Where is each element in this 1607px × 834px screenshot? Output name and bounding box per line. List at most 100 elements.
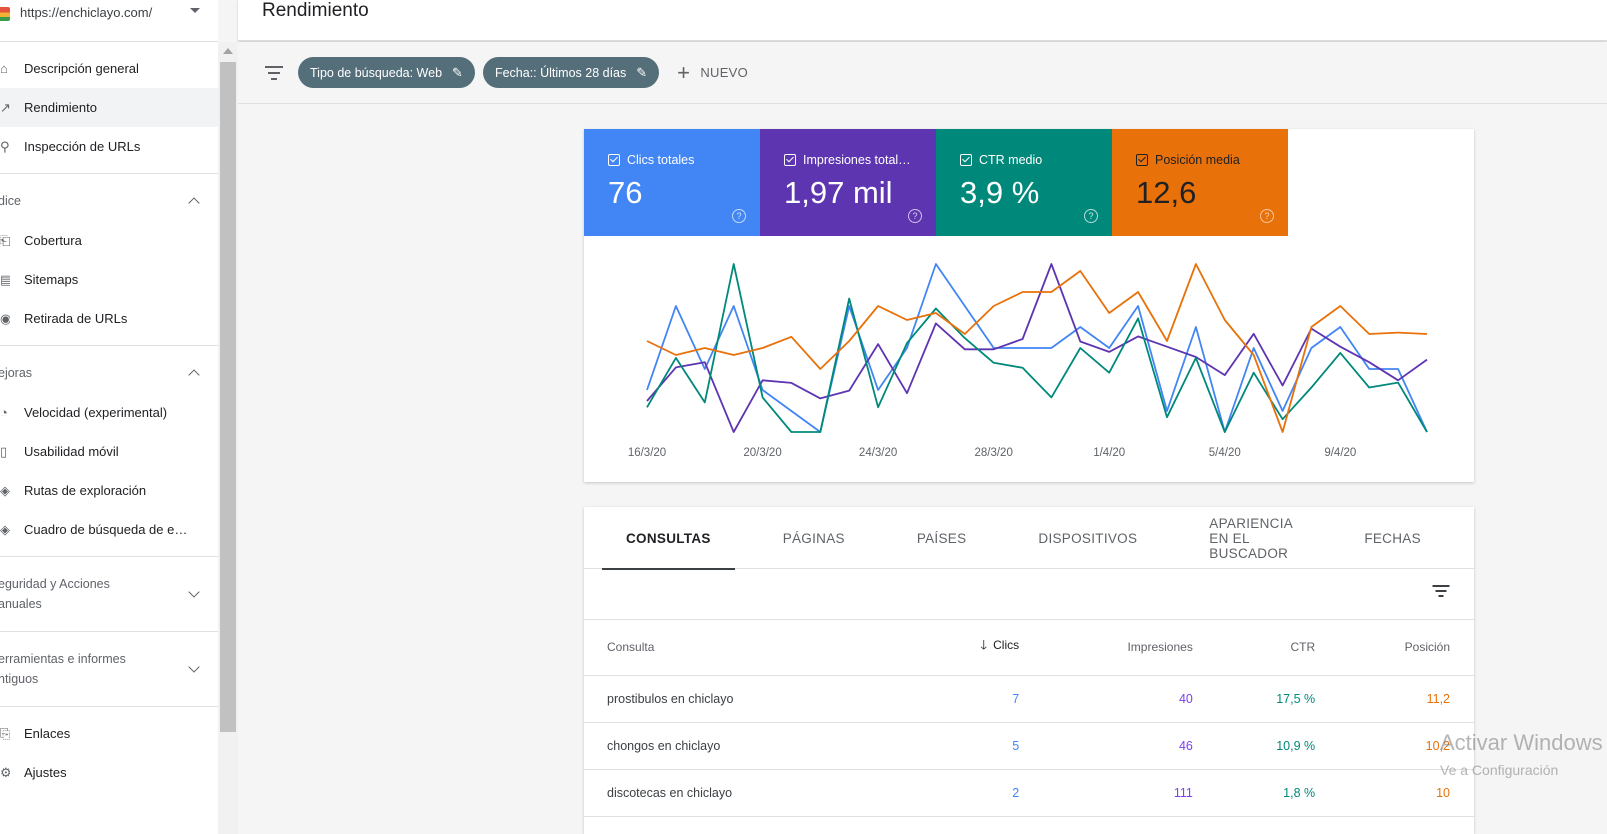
tab-paises[interactable]: PAÍSES [916,530,967,546]
top-header: Rendimiento [238,0,1607,41]
filter-icon[interactable] [264,65,284,80]
new-filter-button[interactable]: + NUEVO [677,61,748,83]
sidebar-item-label: Sitemaps [24,272,79,287]
metric-tile-ctr[interactable]: CTR medio 3,9 % ? [936,129,1112,236]
metric-tile-impressions[interactable]: Impresiones total… 1,97 mil ? [760,129,936,236]
tab-apariencia-buscador[interactable]: APARIENCIA EN EL BUSCADOR [1209,515,1293,561]
chevron-up-icon [188,369,200,381]
section-indice-toggle[interactable]: dice [0,181,218,221]
x-tick-label: 16/3/20 [628,447,666,459]
metric-label: Impresiones total… [784,153,911,167]
table-filter-icon[interactable] [1432,585,1450,599]
cell-position: 10 [1339,769,1474,817]
sidebar-item-label: Cobertura [24,233,82,248]
series-line-2[interactable] [646,263,1428,433]
x-tick-label: 1/4/20 [1093,447,1125,459]
checkbox-checked-icon[interactable] [1136,154,1148,166]
chip-label: Tipo de búsqueda: Web [310,65,443,80]
tab-dispositivos[interactable]: DISPOSITIVOS [1038,530,1138,546]
metric-label: Posición media [1136,153,1240,167]
sidebar-item-usabilidad-movil[interactable]: ▯ Usabilidad móvil [0,432,218,471]
tab-consultas[interactable]: CONSULTAS [602,507,735,570]
metric-label-text: CTR medio [979,153,1043,167]
caret-down-icon[interactable] [190,8,200,13]
metric-label: CTR medio [960,153,1042,167]
table-row[interactable]: chongos en chiclayo 5 46 10,9 % 10,2 [584,722,1474,770]
table-row[interactable]: prostibulos en chiclayo 7 40 17,5 % 11,2 [584,675,1474,723]
section-seguridad-toggle[interactable]: eguridad y Acciones anuales [0,564,218,624]
sidebar-item-retirada-urls[interactable]: ◉ Retirada de URLs [0,299,218,338]
cell-ctr: 17,5 % [1216,675,1340,723]
coverage-icon: ⎗ [0,233,10,248]
eye-off-icon: ◉ [0,311,10,326]
cell-query: discotecas en chiclayo [584,769,922,817]
checkbox-checked-icon[interactable] [784,154,796,166]
help-icon[interactable]: ? [908,209,922,223]
checkbox-checked-icon[interactable] [960,154,972,166]
metric-value: 12,6 [1136,175,1197,210]
breadcrumb-icon: ◈ [0,483,10,498]
tab-paginas[interactable]: PÁGINAS [782,530,845,546]
chevron-down-icon [188,586,200,598]
nav-top: ⌂ Descripción general ↗ Rendimiento ⚲ In… [0,49,218,166]
section-label-line1: eguridad y Acciones [0,577,110,591]
table-filter-row [584,569,1474,620]
sidebar-item-sitemaps[interactable]: ▤ Sitemaps [0,260,218,299]
table-header-row: Consulta 🡓 Clics Impresiones CTR Posición [584,620,1474,676]
help-icon[interactable]: ? [1260,209,1274,223]
x-tick-label: 20/3/20 [743,447,781,459]
series-line-1[interactable] [646,263,1428,433]
column-header-impressions[interactable]: Impresiones [1043,620,1217,676]
sidebar-item-velocidad[interactable]: ◔ Velocidad (experimental) [0,393,218,432]
sidebar-item-rutas-exploracion[interactable]: ◈ Rutas de exploración [0,471,218,510]
sidebar-item-cobertura[interactable]: ⎗ Cobertura [0,221,218,260]
speed-icon: ◔ [0,405,8,420]
series-line-3[interactable] [646,263,1428,433]
edit-pencil-icon[interactable]: ✎ [452,64,463,80]
scrollbar-thumb[interactable] [220,62,236,732]
performance-line-chart[interactable]: 16/3/20 20/3/20 24/3/20 28/3/20 1/4/20 5/4/20… [584,236,1474,482]
sidebar-item-rendimiento[interactable]: ↗ Rendimiento [0,88,218,127]
column-header-query[interactable]: Consulta [584,620,922,676]
search-type-filter-chip[interactable]: Tipo de búsqueda: Web ✎ [298,57,475,88]
queries-table-card: CONSULTAS PÁGINAS PAÍSES DISPOSITIVOS AP… [584,507,1474,834]
property-selector[interactable]: https://enchiclayo.com/ [0,0,218,42]
section-mejoras-toggle[interactable]: ejoras [0,353,218,393]
sidebar-item-descripcion-general[interactable]: ⌂ Descripción general [0,49,218,88]
scroll-up-arrow-icon[interactable] [223,48,233,54]
gear-icon: ⚙ [0,765,10,780]
nav-indice: ⎗ Cobertura ▤ Sitemaps ◉ Retirada de URL… [0,221,218,338]
table-row[interactable]: discotecas en chiclayo 2 111 1,8 % 10 [584,769,1474,817]
help-icon[interactable]: ? [732,209,746,223]
cell-position: 11,2 [1339,675,1474,723]
cell-impressions: 46 [1043,722,1217,770]
column-header-clicks[interactable]: 🡓 Clics [921,620,1044,676]
metric-tile-position[interactable]: Posición media 12,6 ? [1112,129,1288,236]
dimension-tabs: CONSULTAS PÁGINAS PAÍSES DISPOSITIVOS AP… [584,507,1474,570]
column-header-position[interactable]: Posición [1339,620,1474,676]
column-header-ctr[interactable]: CTR [1216,620,1340,676]
help-icon[interactable]: ? [1084,209,1098,223]
section-label: ejoras [0,366,33,380]
trending-up-icon: ↗ [0,100,10,115]
home-icon: ⌂ [0,61,8,76]
edit-pencil-icon[interactable]: ✎ [636,64,648,80]
sidebar-scrollbar[interactable] [218,42,238,834]
x-tick-label: 24/3/20 [859,447,897,459]
metric-tile-clicks[interactable]: Clics totales 76 ? [584,129,760,236]
sidebar-item-ajustes[interactable]: ⚙ Ajustes [0,753,218,792]
section-herramientas-toggle[interactable]: erramientas e informes ntiguos [0,639,218,699]
date-filter-chip[interactable]: Fecha:: Últimos 28 días ✎ [482,57,660,88]
section-label: erramientas e informes ntiguos [0,649,126,689]
section-label: eguridad y Acciones anuales [0,574,110,614]
cell-query: prostibulos en chiclayo [584,675,922,723]
sidebar: https://enchiclayo.com/ ⌂ Descripción ge… [0,0,218,834]
section-label-line2: anuales [0,597,42,611]
sidebar-item-enlaces[interactable]: ⎘ Enlaces [0,714,218,753]
tab-fechas[interactable]: FECHAS [1364,530,1421,546]
sidebar-item-label: Inspección de URLs [24,139,141,154]
sidebar-item-inspeccion-urls[interactable]: ⚲ Inspección de URLs [0,127,218,166]
checkbox-checked-icon[interactable] [608,154,620,166]
sidebar-item-cuadro-busqueda[interactable]: ◈ Cuadro de búsqueda de enl… [0,510,218,549]
nav-mejoras: ◔ Velocidad (experimental) ▯ Usabilidad … [0,393,218,549]
